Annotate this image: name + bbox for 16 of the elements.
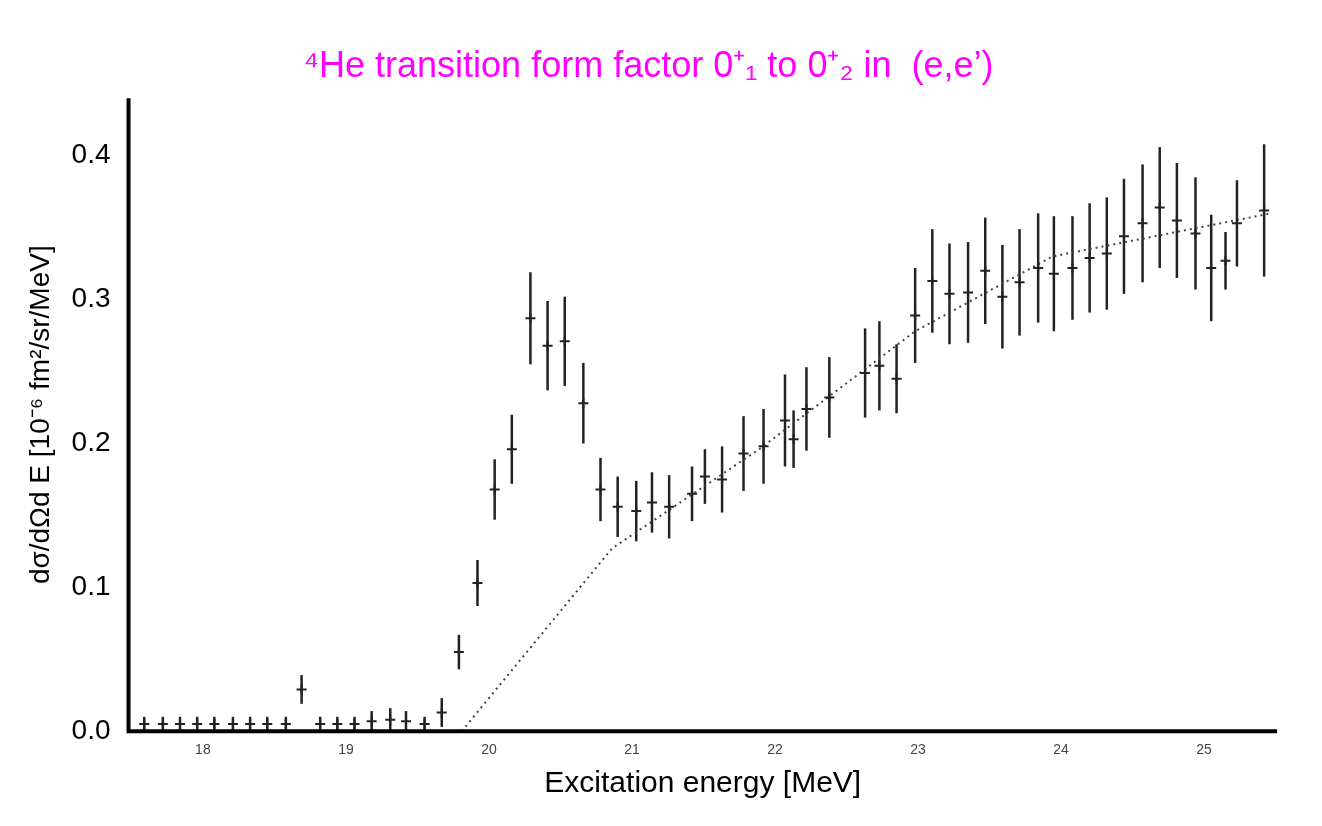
y-tick-label: 0.0 — [71, 713, 111, 745]
x-tick-label: 20 — [481, 741, 497, 758]
x-tick-label: 21 — [624, 741, 640, 758]
x-axis-title: Excitation energy [MeV] — [544, 765, 862, 799]
chart-title: ⁴He transition form factor 0⁺₁ to 0⁺₂ in (e,e’) — [303, 43, 994, 85]
x-tick-label: 23 — [910, 741, 927, 758]
x-tick-label: 25 — [1196, 741, 1213, 758]
y-tick-label: 0.1 — [71, 570, 111, 602]
y-tick-label: 0.2 — [71, 426, 111, 458]
x-tick-label: 18 — [195, 741, 211, 758]
y-axis-title: dσ/dΩd E [10⁻⁶ fm²/sr/MeV] — [23, 245, 55, 585]
x-tick-label: 22 — [767, 741, 783, 758]
y-tick-label: 0.3 — [71, 282, 111, 314]
y-tick-label: 0.4 — [71, 138, 111, 170]
x-tick-label: 24 — [1053, 741, 1070, 758]
x-tick-label: 19 — [338, 741, 354, 758]
